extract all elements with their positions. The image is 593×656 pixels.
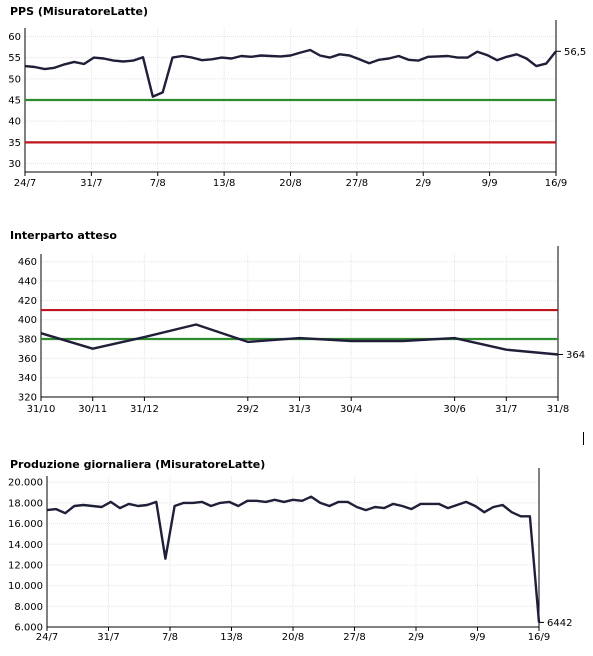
x-tick-label: 27/8 <box>343 632 365 643</box>
text-cursor <box>583 432 584 445</box>
x-tick-label: 30/4 <box>340 404 362 415</box>
chart-title-pps: PPS (MisuratoreLatte) <box>10 5 148 18</box>
y-tick-label: 380 <box>18 335 37 346</box>
x-tick-label: 13/8 <box>220 632 242 643</box>
last-value-label: 56,5 <box>564 47 586 58</box>
series-line <box>46 495 541 623</box>
y-tick-label: 8.000 <box>14 602 43 613</box>
y-tick-label: 10.000 <box>8 581 43 592</box>
y-tick-label: 20.000 <box>8 478 43 489</box>
x-tick-label: 20/8 <box>279 178 301 189</box>
x-tick-label: 9/9 <box>482 178 498 189</box>
y-tick-label: 400 <box>18 315 37 326</box>
last-value-label: 364 <box>566 350 585 361</box>
chart-title-interparto: Interparto atteso <box>10 229 117 242</box>
y-tick-label: 6.000 <box>14 623 43 634</box>
x-tick-label: 31/3 <box>288 404 310 415</box>
series-line <box>24 48 557 98</box>
chart-interparto: 320 340 360 380 400 420 440 460 31/10 30/11 31/12 2… <box>18 246 585 415</box>
chart-pps: 30 35 40 45 50 55 60 24/7 31/7 7/8 13/8 20/8 27/8 2/9… <box>8 20 586 189</box>
y-tick-label: 40 <box>8 117 21 128</box>
y-tick-label: 45 <box>8 96 21 107</box>
x-tick-label: 31/12 <box>130 404 159 415</box>
x-tick-label: 31/7 <box>97 632 119 643</box>
x-tick-label: 29/2 <box>237 404 259 415</box>
x-tick-label: 20/8 <box>282 632 304 643</box>
y-tick-label: 30 <box>8 159 21 170</box>
last-value-label: 6442 <box>547 618 572 629</box>
y-tick-label: 320 <box>18 393 37 404</box>
y-tick-label: 16.000 <box>8 519 43 530</box>
y-tick-label: 18.000 <box>8 498 43 509</box>
y-tick-label: 14.000 <box>8 540 43 551</box>
y-tick-label: 360 <box>18 354 37 365</box>
y-tick-label: 420 <box>18 296 37 307</box>
x-tick-label: 31/10 <box>27 404 56 415</box>
chart-title-produzione: Produzione giornaliera (MisuratoreLatte) <box>10 458 266 471</box>
x-tick-label: 7/8 <box>150 178 166 189</box>
y-tick-label: 55 <box>8 53 21 64</box>
x-tick-label: 30/6 <box>443 404 465 415</box>
x-tick-label: 24/7 <box>14 178 36 189</box>
y-tick-label: 340 <box>18 373 37 384</box>
y-tick-label: 50 <box>8 74 21 85</box>
y-tick-label: 460 <box>18 257 37 268</box>
x-tick-label: 7/8 <box>162 632 178 643</box>
x-tick-label: 16/9 <box>528 632 550 643</box>
x-tick-label: 2/9 <box>408 632 424 643</box>
y-tick-label: 440 <box>18 277 37 288</box>
x-tick-label: 30/11 <box>78 404 107 415</box>
y-tick-label: 12.000 <box>8 560 43 571</box>
x-tick-label: 16/9 <box>545 178 567 189</box>
x-tick-label: 2/9 <box>415 178 431 189</box>
x-tick-label: 13/8 <box>213 178 235 189</box>
x-tick-label: 27/8 <box>346 178 368 189</box>
x-tick-label: 31/7 <box>80 178 102 189</box>
x-tick-label: 9/9 <box>469 632 485 643</box>
x-tick-label: 31/7 <box>495 404 517 415</box>
chart-produzione: 6.000 8.000 10.000 12.000 14.000 16.000 18.000… <box>8 468 572 643</box>
y-tick-label: 35 <box>8 138 21 149</box>
series-line <box>40 323 559 356</box>
y-tick-label: 60 <box>8 32 21 43</box>
x-tick-label: 31/8 <box>547 404 569 415</box>
x-tick-label: 24/7 <box>36 632 58 643</box>
